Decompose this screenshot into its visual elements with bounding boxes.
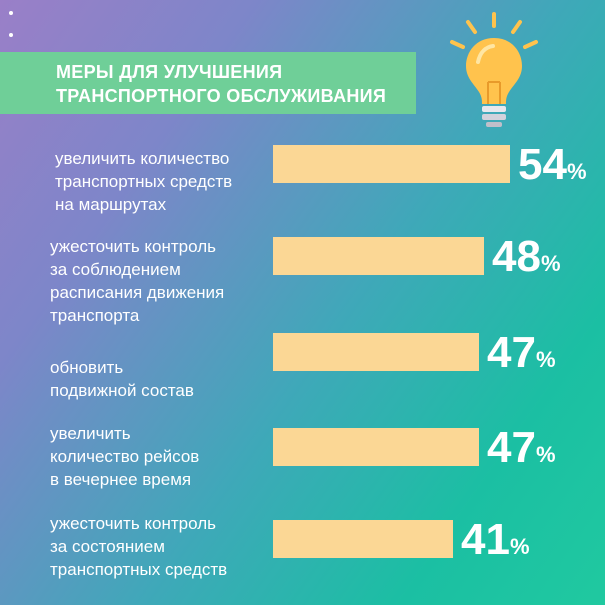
value-unit: % — [566, 159, 587, 184]
value-label: 54% — [518, 143, 587, 194]
value-number: 41 — [461, 515, 510, 564]
chart-title-line-1: МЕРЫ ДЛЯ УЛУЧШЕНИЯ — [56, 62, 283, 82]
dot — [9, 33, 13, 37]
value-unit: % — [535, 347, 556, 372]
bar — [273, 428, 479, 466]
value-label: 47% — [487, 426, 556, 477]
bar — [273, 520, 453, 558]
value-unit: % — [535, 442, 556, 467]
chart-title-banner: МЕРЫ ДЛЯ УЛУЧШЕНИЯ ТРАНСПОРТНОГО ОБСЛУЖИ… — [0, 52, 416, 114]
value-number: 54 — [518, 140, 567, 189]
value-number: 48 — [492, 232, 541, 281]
category-label: обновить подвижной состав — [50, 358, 194, 400]
category-label: ужесточить контроль за соблюдением распи… — [50, 237, 225, 325]
value-label: 47% — [487, 331, 556, 382]
value-number: 47 — [487, 423, 536, 472]
value-label: 41% — [461, 518, 530, 569]
value-number: 47 — [487, 328, 536, 377]
bar — [273, 333, 479, 371]
bar — [273, 145, 510, 183]
value-label: 48% — [492, 235, 561, 286]
lightbulb-icon — [450, 12, 538, 127]
category-label: увеличить количество рейсов в вечернее в… — [50, 424, 200, 489]
value-unit: % — [509, 534, 530, 559]
decorative-dots — [9, 11, 13, 55]
chart-title-line-2: ТРАНСПОРТНОГО ОБСЛУЖИВАНИЯ — [56, 86, 387, 106]
bar — [273, 237, 484, 275]
dot — [9, 11, 13, 15]
category-label: увеличить количество транспортных средст… — [55, 149, 233, 214]
category-label: ужесточить контроль за состоянием трансп… — [50, 514, 228, 579]
value-unit: % — [540, 251, 561, 276]
